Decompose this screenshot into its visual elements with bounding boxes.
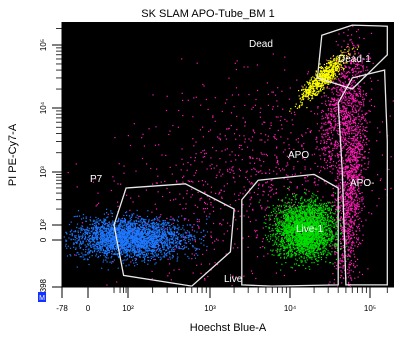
- x-axis-label: Hoechst Blue-A: [190, 322, 267, 334]
- y-tick-label: 10²: [39, 219, 48, 231]
- plot-area: Dead Dead-1 APO APO- P7 Live-1 Live: [62, 22, 394, 288]
- series-apo: [67, 53, 394, 287]
- y-axis: -398 0 10² 10³ 10⁴ 10⁵: [39, 22, 63, 295]
- x-tick-label: 10⁴: [284, 304, 297, 313]
- y-tick-label: 10³: [39, 166, 48, 178]
- series-dead-1: [289, 46, 360, 112]
- gate-label-live: Live: [224, 274, 243, 285]
- y-tick-label: 0: [39, 237, 48, 242]
- gate-label-apo: APO: [288, 150, 309, 161]
- gate-label-live-1: Live-1: [296, 224, 324, 235]
- x-tick-label: -78: [56, 304, 68, 313]
- gate-live[interactable]: [241, 173, 339, 287]
- series-live-1: [258, 186, 350, 271]
- y-tick-label: -398: [39, 278, 48, 295]
- gate-dead[interactable]: [316, 24, 388, 90]
- gate-label-dead: Dead: [249, 39, 273, 50]
- series-p7: [63, 208, 210, 271]
- axis-scale-icon[interactable]: M: [38, 292, 46, 302]
- x-tick-label: 10⁵: [364, 304, 376, 313]
- event-dots: [63, 25, 394, 288]
- y-axis-label: PI PE-Cy7-A: [7, 123, 19, 186]
- y-tick-label: 10⁵: [39, 39, 48, 51]
- chart-title: SK SLAM APO-Tube_BM 1: [141, 8, 274, 20]
- x-tick-label: 10²: [122, 304, 134, 313]
- gate-p7[interactable]: [113, 183, 235, 287]
- x-tick-label: 10³: [204, 304, 216, 313]
- gate-apo[interactable]: [337, 69, 388, 286]
- y-tick-label: 10⁴: [39, 101, 48, 114]
- x-axis: -78 0 10² 10³ 10⁴ 10⁵: [56, 286, 394, 313]
- gate-label-apo-: APO-: [350, 178, 374, 189]
- gate-outlines: Dead Dead-1 APO APO- P7 Live-1 Live: [90, 24, 388, 287]
- gate-label-p7: P7: [90, 174, 103, 185]
- gate-label-dead-1: Dead-1: [338, 54, 371, 65]
- x-tick-label: 0: [86, 304, 91, 313]
